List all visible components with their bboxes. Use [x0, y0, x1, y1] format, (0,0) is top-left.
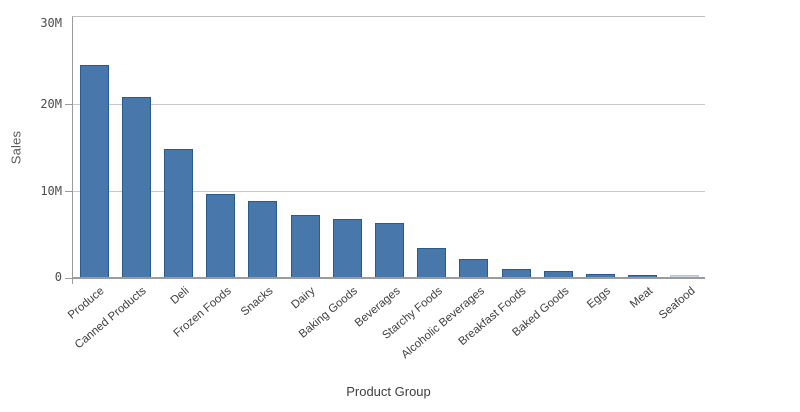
x-axis-origin-tick [72, 279, 73, 284]
x-label-eggs[interactable]: Eggs [585, 285, 614, 312]
bar-canned-products[interactable] [121, 97, 151, 277]
bar-dairy[interactable] [290, 215, 320, 277]
bar-breakfast-foods[interactable] [501, 269, 531, 277]
bar-frozen-foods[interactable] [206, 194, 236, 277]
bar-deli[interactable] [164, 149, 193, 277]
y-tick-label-30M: 30M [40, 16, 62, 30]
y-tick-label-10M: 10M [40, 184, 62, 198]
bar-beverages[interactable] [375, 223, 404, 277]
bar-starchy-foods[interactable] [417, 248, 447, 277]
y-axis-tick-20M [65, 104, 72, 105]
x-label-deli[interactable]: Deli [168, 285, 192, 307]
x-label-dairy[interactable]: Dairy [289, 285, 318, 312]
bar-eggs[interactable] [586, 274, 615, 277]
x-label-snacks[interactable]: Snacks [239, 285, 276, 319]
bar-meat[interactable] [628, 275, 658, 277]
y-tick-label-0: 0 [54, 270, 62, 284]
y-axis-tick-10M [65, 191, 72, 192]
y-gridline-10M [73, 191, 705, 192]
bar-seafood[interactable] [670, 275, 700, 277]
bar-alcoholic-beverages[interactable] [459, 259, 489, 277]
y-axis-tick-0 [65, 278, 72, 279]
x-label-meat[interactable]: Meat [628, 285, 656, 311]
x-label-seafood[interactable]: Seafood [657, 285, 698, 322]
bar-baking-goods[interactable] [332, 219, 362, 277]
bar-snacks[interactable] [248, 201, 278, 277]
plot-area [72, 16, 705, 279]
x-axis-title: Product Group [346, 384, 431, 399]
bar-produce[interactable] [79, 65, 109, 277]
y-gridline-20M [73, 104, 705, 105]
y-tick-label-20M: 20M [40, 97, 62, 111]
bar-baked-goods[interactable] [543, 271, 573, 277]
